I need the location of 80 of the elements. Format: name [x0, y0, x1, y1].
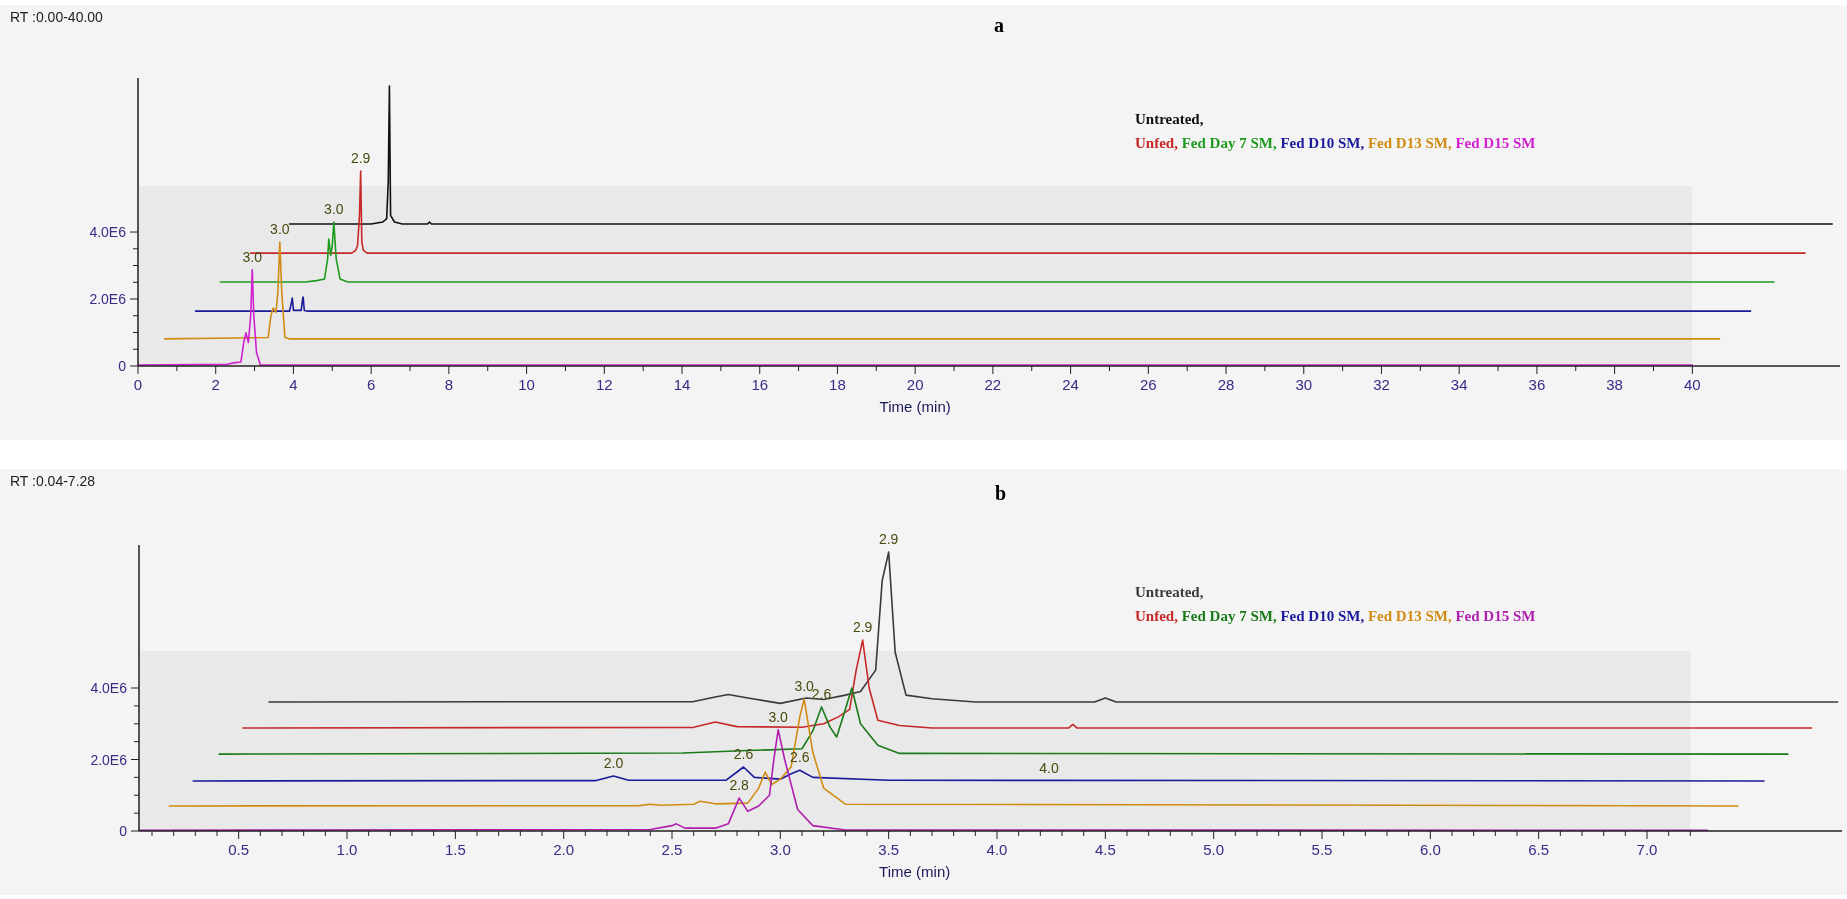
x-tick-label: 5.5 [1311, 841, 1333, 858]
line-series [288, 85, 1834, 225]
x-tick-label: 12 [595, 376, 613, 393]
annotation: 2.9 [878, 531, 899, 548]
x-tick-label: 36 [1528, 376, 1546, 393]
annotation: 3.0 [242, 248, 263, 265]
line-series [194, 296, 1752, 312]
line-series [268, 551, 1839, 705]
x-tick-label: 30 [1295, 376, 1313, 393]
line-series [168, 698, 1739, 807]
x-tick-label: 24 [1062, 376, 1079, 393]
y-tick-label: 2.0E6 [90, 751, 128, 768]
x-tick-label: 32 [1373, 376, 1390, 393]
x-tick-label: 5.0 [1203, 841, 1225, 858]
line-series [219, 221, 1775, 283]
x-tick-label: 2.0 [553, 841, 575, 858]
line-series [138, 729, 1709, 832]
x-tick-label: 7.0 [1636, 841, 1658, 858]
x-tick-label: 1.5 [444, 841, 466, 858]
text: Unfed, [1135, 608, 1182, 624]
y-tick-label: 4.0E6 [90, 680, 128, 696]
x-tick-label: 22 [984, 376, 1002, 393]
text: Fed D13 SM, [1367, 135, 1456, 151]
y-tick-label: 4.0E6 [89, 224, 127, 241]
text: Fed D15 SM [1455, 608, 1536, 624]
text: Untreated, [1135, 111, 1204, 127]
line-series [137, 269, 1694, 366]
line-series [242, 639, 1813, 729]
y-tick-label: 2.0E6 [89, 291, 127, 308]
y-tick-label: 0 [118, 358, 127, 374]
annotation: 4.0 [1039, 759, 1059, 776]
x-tick-label: 14 [673, 376, 691, 393]
text: Untreated, [1135, 584, 1204, 600]
x-tick-label: 6.5 [1528, 841, 1550, 858]
x-tick-label: 20 [906, 376, 924, 393]
x-tick-label: 8 [444, 376, 454, 393]
annotation: 2.6 [733, 746, 754, 763]
chart-title: b [994, 482, 1007, 504]
text: Fed D13 SM, [1367, 608, 1456, 624]
x-tick-label: 4.0 [986, 841, 1008, 858]
text: Fed Day 7 SM, [1181, 135, 1281, 151]
text: Fed Day 7 SM, [1181, 608, 1281, 624]
x-tick-label: 34 [1450, 376, 1468, 393]
text: RT :0.04-7.28 [10, 473, 96, 489]
text: Fed D10 SM, [1280, 608, 1368, 624]
x-tick-label: 1.0 [336, 841, 358, 858]
x-tick-label: 2.5 [661, 841, 683, 858]
x-tick-label: 16 [751, 376, 769, 393]
x-tick-label: 38 [1606, 376, 1623, 393]
x-tick-label: 2 [211, 376, 220, 393]
x-tick-label: 3.0 [769, 841, 791, 858]
x-tick-label: 26 [1139, 376, 1157, 393]
y-tick-label: 0 [119, 823, 128, 839]
x-tick-label: 0 [133, 376, 143, 393]
x-tick-label: 28 [1217, 376, 1235, 393]
annotation: 2.9 [852, 619, 873, 636]
x-tick-label: 4.5 [1094, 841, 1116, 858]
text: RT :0.00-40.00 [10, 9, 104, 25]
x-tick-label: 18 [829, 376, 846, 393]
annotation: 2.0 [603, 754, 624, 771]
text: Unfed, [1135, 135, 1182, 151]
annotation: 2.9 [350, 150, 371, 167]
x-tick-label: 6.0 [1419, 841, 1441, 858]
line-series [164, 241, 1721, 340]
text: Fed D15 SM [1455, 135, 1536, 151]
annotation: 2.8 [729, 777, 750, 794]
annotation: 3.0 [270, 221, 290, 238]
line-series [249, 170, 1806, 254]
x-axis-title: Time (min) [879, 863, 951, 880]
x-tick-label: 4 [289, 376, 298, 393]
x-tick-label: 40 [1683, 376, 1701, 393]
annotation: 3.0 [768, 708, 789, 725]
x-axis-title: Time (min) [879, 398, 951, 415]
x-tick-label: 10 [518, 376, 535, 393]
x-tick-label: 0.5 [228, 841, 250, 858]
annotation: 3.0 [324, 201, 344, 217]
text: Fed D10 SM, [1280, 135, 1368, 151]
chart-title: a [994, 14, 1004, 36]
x-tick-label: 6 [366, 376, 376, 393]
x-tick-label: 3.5 [878, 841, 900, 858]
